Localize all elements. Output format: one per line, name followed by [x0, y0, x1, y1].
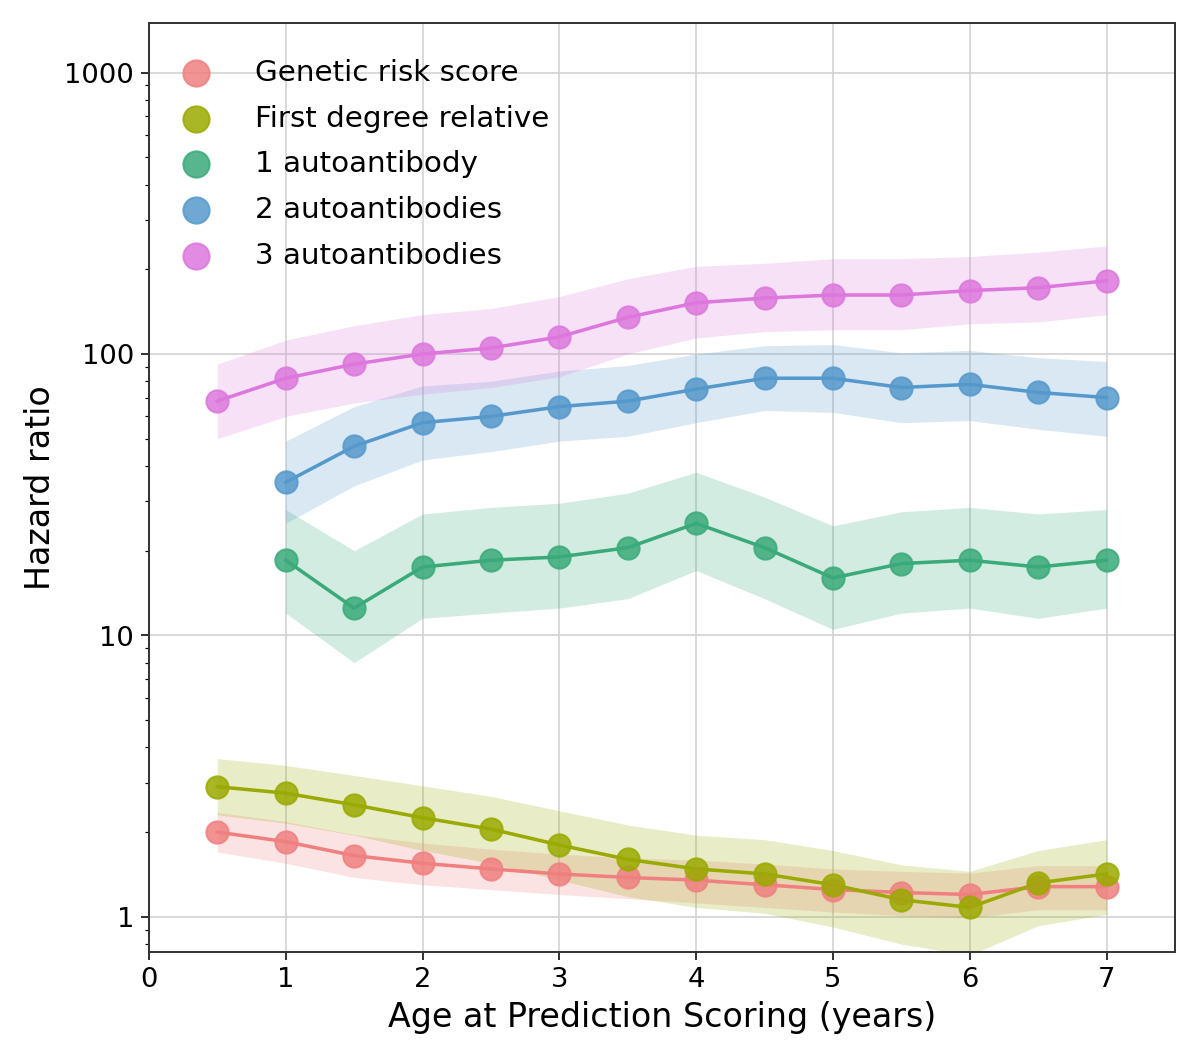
3 autoantibodies — [276, 370, 295, 387]
1 autoantibody — [344, 600, 363, 617]
2 autoantibodies — [276, 475, 295, 492]
2 autoantibodies — [960, 376, 979, 393]
1 autoantibody — [1028, 559, 1047, 576]
Genetic risk score — [891, 884, 910, 901]
3 autoantibodies — [823, 286, 842, 303]
1 autoantibody — [618, 539, 637, 556]
3 autoantibodies — [344, 356, 363, 373]
2 autoantibodies — [550, 398, 569, 415]
2 autoantibodies — [344, 438, 363, 455]
First degree relative — [344, 797, 363, 814]
2 autoantibodies — [413, 414, 432, 431]
3 autoantibodies — [413, 346, 432, 363]
2 autoantibodies — [755, 370, 774, 387]
2 autoantibodies — [618, 393, 637, 410]
3 autoantibodies — [618, 310, 637, 327]
First degree relative — [276, 785, 295, 802]
First degree relative — [482, 820, 501, 837]
First degree relative — [1096, 866, 1115, 883]
X-axis label: Age at Prediction Scoring (years): Age at Prediction Scoring (years) — [388, 1001, 936, 1034]
2 autoantibodies — [823, 370, 842, 387]
1 autoantibody — [276, 552, 295, 569]
First degree relative — [1028, 874, 1047, 891]
Genetic risk score — [823, 882, 842, 898]
3 autoantibodies — [482, 340, 501, 357]
Genetic risk score — [755, 876, 774, 893]
First degree relative — [413, 810, 432, 827]
First degree relative — [755, 866, 774, 883]
3 autoantibodies — [686, 295, 706, 312]
First degree relative — [686, 860, 706, 877]
Genetic risk score — [276, 833, 295, 850]
1 autoantibody — [960, 552, 979, 569]
Legend: Genetic risk score, First degree relative, 1 autoantibody, 2 autoantibodies, 3 a: Genetic risk score, First degree relativ… — [184, 48, 561, 281]
2 autoantibodies — [686, 381, 706, 397]
Genetic risk score — [618, 869, 637, 886]
First degree relative — [823, 876, 842, 893]
1 autoantibody — [823, 570, 842, 587]
1 autoantibody — [482, 552, 501, 569]
Genetic risk score — [1028, 878, 1047, 895]
2 autoantibodies — [891, 379, 910, 396]
1 autoantibody — [755, 539, 774, 556]
1 autoantibody — [550, 549, 569, 565]
Genetic risk score — [550, 866, 569, 883]
Genetic risk score — [482, 860, 501, 877]
1 autoantibody — [686, 515, 706, 532]
Genetic risk score — [207, 823, 226, 840]
1 autoantibody — [1096, 552, 1115, 569]
3 autoantibodies — [207, 393, 226, 410]
2 autoantibodies — [1028, 385, 1047, 402]
3 autoantibodies — [891, 286, 910, 303]
Genetic risk score — [413, 855, 432, 872]
3 autoantibodies — [1096, 273, 1115, 290]
Genetic risk score — [960, 886, 979, 903]
2 autoantibodies — [482, 408, 501, 425]
First degree relative — [891, 891, 910, 908]
Genetic risk score — [344, 848, 363, 865]
Genetic risk score — [1096, 878, 1115, 895]
3 autoantibodies — [755, 290, 774, 307]
3 autoantibodies — [1028, 280, 1047, 297]
Y-axis label: Hazard ratio: Hazard ratio — [24, 386, 56, 590]
First degree relative — [207, 778, 226, 795]
3 autoantibodies — [550, 329, 569, 346]
1 autoantibody — [891, 555, 910, 572]
First degree relative — [618, 851, 637, 868]
3 autoantibodies — [960, 282, 979, 299]
First degree relative — [550, 837, 569, 854]
1 autoantibody — [413, 559, 432, 576]
Genetic risk score — [686, 872, 706, 889]
First degree relative — [960, 900, 979, 916]
2 autoantibodies — [1096, 389, 1115, 406]
